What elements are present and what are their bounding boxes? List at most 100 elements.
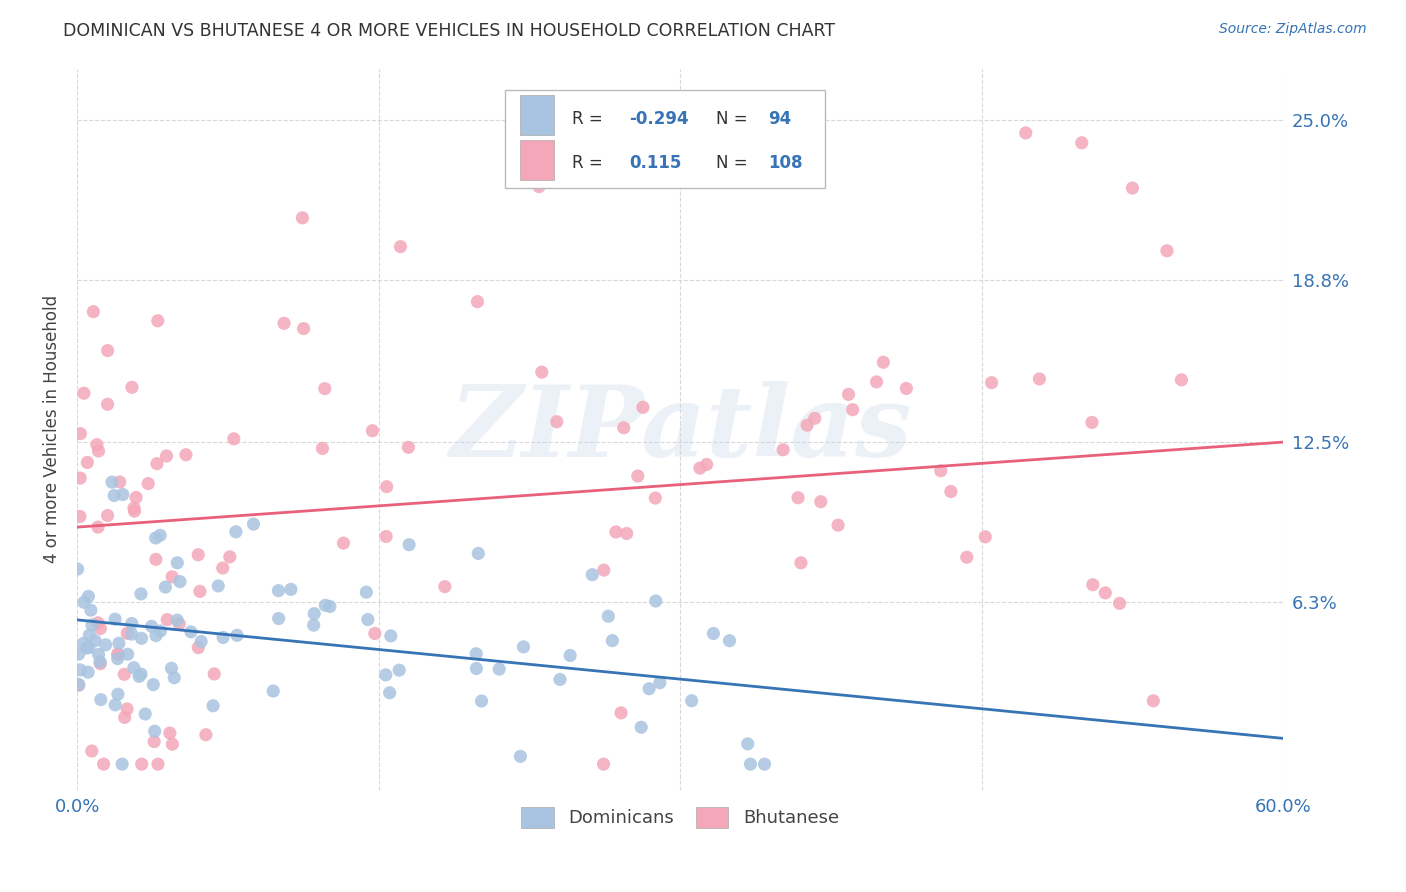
Point xyxy=(73,595,96,609)
Point xyxy=(67,678,90,692)
Point xyxy=(212,631,235,645)
Point xyxy=(681,694,703,708)
FancyBboxPatch shape xyxy=(520,140,554,180)
Point xyxy=(146,757,169,772)
Point xyxy=(162,737,184,751)
Point xyxy=(790,556,813,570)
Point xyxy=(754,757,776,772)
Point xyxy=(896,381,918,395)
Point xyxy=(689,461,711,475)
Point xyxy=(740,757,762,772)
Point xyxy=(187,640,209,655)
Point xyxy=(107,647,129,661)
Point xyxy=(610,706,633,720)
Point xyxy=(527,179,550,194)
Legend: Dominicans, Bhutanese: Dominicans, Bhutanese xyxy=(515,800,846,835)
Point xyxy=(107,651,129,665)
Point xyxy=(121,616,143,631)
Point xyxy=(122,501,145,516)
Point xyxy=(76,455,98,469)
Point xyxy=(467,294,489,309)
Point xyxy=(69,509,91,524)
Point xyxy=(145,629,167,643)
Point xyxy=(97,397,120,411)
Point xyxy=(89,657,111,671)
Point xyxy=(143,724,166,739)
Point xyxy=(827,518,849,533)
Point xyxy=(616,526,638,541)
Point xyxy=(378,686,401,700)
Text: Source: ZipAtlas.com: Source: ZipAtlas.com xyxy=(1219,22,1367,37)
Point xyxy=(267,583,290,598)
Point xyxy=(114,710,136,724)
Point xyxy=(86,438,108,452)
Text: N =: N = xyxy=(716,154,748,172)
Point xyxy=(488,662,510,676)
Point xyxy=(644,594,666,608)
Point xyxy=(638,681,661,696)
Point xyxy=(375,480,398,494)
Point xyxy=(803,411,825,425)
Point xyxy=(72,636,94,650)
Point xyxy=(122,661,145,675)
Point xyxy=(841,402,863,417)
Point xyxy=(1121,181,1143,195)
Point xyxy=(737,737,759,751)
Point xyxy=(225,524,247,539)
Point xyxy=(66,562,89,576)
Point xyxy=(156,613,179,627)
Point xyxy=(810,494,832,508)
Point xyxy=(145,552,167,566)
Point xyxy=(80,744,103,758)
Point xyxy=(142,677,165,691)
Text: -0.294: -0.294 xyxy=(630,111,689,128)
Point xyxy=(605,524,627,539)
Point xyxy=(117,647,139,661)
Point xyxy=(155,449,177,463)
Point xyxy=(129,587,152,601)
Text: R =: R = xyxy=(572,111,602,128)
Point xyxy=(218,549,240,564)
Point xyxy=(79,628,101,642)
Point xyxy=(357,613,380,627)
Point xyxy=(262,684,284,698)
Point xyxy=(129,667,152,681)
Point xyxy=(94,638,117,652)
Point xyxy=(361,424,384,438)
Point xyxy=(956,550,979,565)
Point xyxy=(77,640,100,655)
Point xyxy=(939,484,962,499)
Point xyxy=(84,633,107,648)
Point xyxy=(470,694,492,708)
Point xyxy=(627,469,650,483)
Point xyxy=(581,567,603,582)
Point xyxy=(104,612,127,626)
Point xyxy=(111,487,134,501)
Point xyxy=(82,304,104,318)
Point xyxy=(630,720,652,734)
Point xyxy=(389,239,412,253)
Point xyxy=(107,647,129,661)
Point xyxy=(398,538,420,552)
Point xyxy=(187,548,209,562)
Point xyxy=(146,457,169,471)
Point xyxy=(190,634,212,648)
Point xyxy=(87,520,110,534)
Point xyxy=(787,491,810,505)
Point xyxy=(267,611,290,625)
Point xyxy=(89,655,111,669)
Point xyxy=(121,627,143,641)
Point xyxy=(121,380,143,394)
Point xyxy=(380,629,402,643)
Point xyxy=(548,673,571,687)
Y-axis label: 4 or more Vehicles in Household: 4 or more Vehicles in Household xyxy=(44,295,60,563)
Point xyxy=(702,626,724,640)
Point xyxy=(1108,596,1130,610)
Point xyxy=(101,475,124,490)
Point xyxy=(1170,373,1192,387)
Point xyxy=(865,375,887,389)
Point xyxy=(929,464,952,478)
Point xyxy=(93,757,115,772)
Point xyxy=(226,628,249,642)
Point xyxy=(558,648,581,663)
